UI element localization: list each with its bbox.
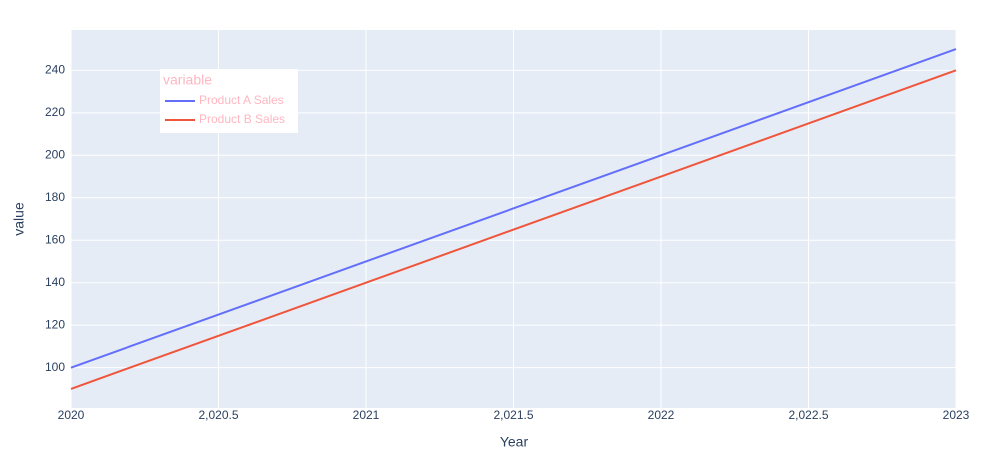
- x-tick-label: 2,020.5: [198, 408, 238, 422]
- x-tick-label: 2021: [353, 408, 380, 422]
- y-tick-label: 100: [45, 360, 65, 374]
- y-tick-label: 200: [45, 147, 65, 161]
- y-tick-label: 160: [45, 232, 65, 246]
- x-tick-label: 2023: [943, 408, 970, 422]
- y-tick-label: 180: [45, 190, 65, 204]
- y-axis-title: value: [11, 202, 27, 236]
- legend-label: Product A Sales: [199, 93, 284, 107]
- legend: variable Product A Sales Product B Sales: [160, 69, 298, 133]
- x-tick-label: 2022: [648, 408, 675, 422]
- x-tick-label: 2,021.5: [493, 408, 533, 422]
- line-series: [70, 69, 957, 390]
- y-tick-label: 140: [45, 275, 65, 289]
- x-tick-label: 2,022.5: [788, 408, 828, 422]
- x-axis-title: Year: [500, 434, 529, 450]
- y-tick-label: 240: [45, 63, 65, 77]
- y-tick-label: 220: [45, 105, 65, 119]
- line-series: [70, 48, 957, 369]
- legend-title: variable: [163, 72, 212, 88]
- legend-label: Product B Sales: [199, 112, 285, 126]
- lines: [70, 48, 957, 390]
- x-tick-label: 2020: [58, 408, 85, 422]
- y-tick-label: 120: [45, 317, 65, 331]
